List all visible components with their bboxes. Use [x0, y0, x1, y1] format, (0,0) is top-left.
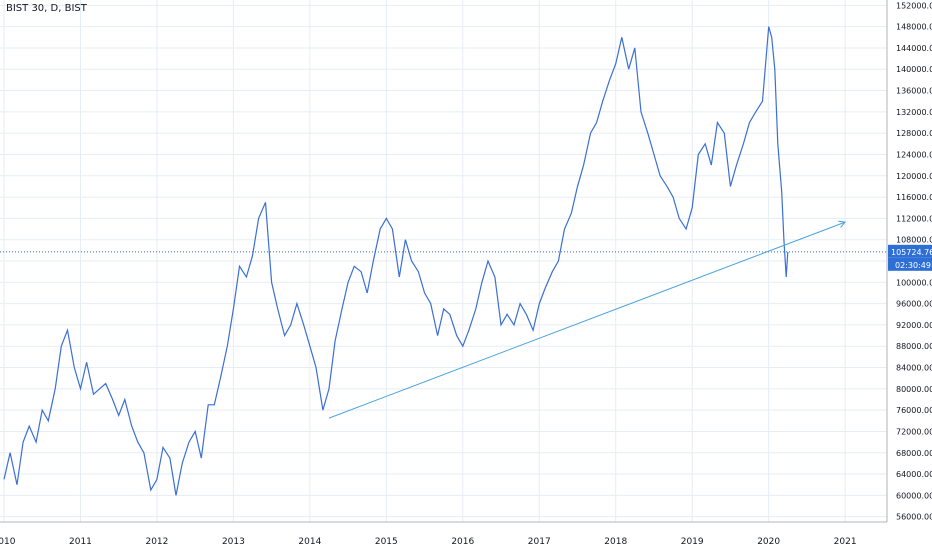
x-tick-label: 2016 — [451, 537, 474, 547]
y-tick-label: 132000.00 — [896, 108, 932, 117]
x-tick-label: 2011 — [69, 537, 92, 547]
x-tick-label: 2020 — [757, 537, 780, 547]
trendline — [328, 221, 846, 419]
price-series-line — [3, 26, 789, 496]
x-tick-label: 2018 — [604, 537, 627, 547]
x-tick-label: 2021 — [834, 537, 857, 547]
y-tick-label: 136000.00 — [896, 87, 932, 96]
x-tick-label: 2013 — [222, 537, 245, 547]
x-tick-label: 2014 — [298, 537, 321, 547]
y-tick-label: 148000.00 — [896, 23, 932, 32]
x-tick-label: 2010 — [0, 537, 16, 547]
y-tick-label: 124000.00 — [896, 150, 932, 159]
y-tick-label: 72000.00 — [896, 427, 932, 436]
x-tick-label: 2015 — [375, 537, 398, 547]
y-tick-label: 152000.00 — [896, 1, 932, 10]
price-tag-value: 105724.76 — [891, 248, 932, 257]
y-tick-label: 128000.00 — [896, 129, 932, 138]
y-tick-label: 112000.00 — [896, 214, 932, 223]
y-tick-label: 100000.00 — [896, 278, 932, 287]
x-tick-label: 2017 — [528, 537, 551, 547]
price-tag-box — [888, 244, 932, 258]
y-tick-label: 140000.00 — [896, 65, 932, 74]
y-tick-label: 92000.00 — [896, 321, 932, 330]
y-tick-label: 120000.00 — [896, 172, 932, 181]
y-tick-label: 144000.00 — [896, 44, 932, 53]
x-tick-label: 2019 — [681, 537, 704, 547]
x-tick-label: 2012 — [145, 537, 168, 547]
y-tick-label: 96000.00 — [896, 300, 932, 309]
y-tick-label: 64000.00 — [896, 470, 932, 479]
y-tick-label: 88000.00 — [896, 342, 932, 351]
y-tick-label: 60000.00 — [896, 491, 932, 500]
time-tag-value: 02:30:49 — [895, 261, 931, 270]
y-tick-label: 108000.00 — [896, 236, 932, 245]
y-tick-label: 68000.00 — [896, 449, 932, 458]
trendline-arrowhead — [838, 220, 847, 228]
time-tag-box — [888, 257, 932, 271]
y-tick-label: 116000.00 — [896, 193, 932, 202]
y-tick-label: 76000.00 — [896, 406, 932, 415]
y-tick-label: 84000.00 — [896, 364, 932, 373]
y-tick-label: 56000.00 — [896, 513, 932, 522]
chart-title: BIST 30, D, BIST — [6, 3, 87, 14]
y-tick-label: 80000.00 — [896, 385, 932, 394]
